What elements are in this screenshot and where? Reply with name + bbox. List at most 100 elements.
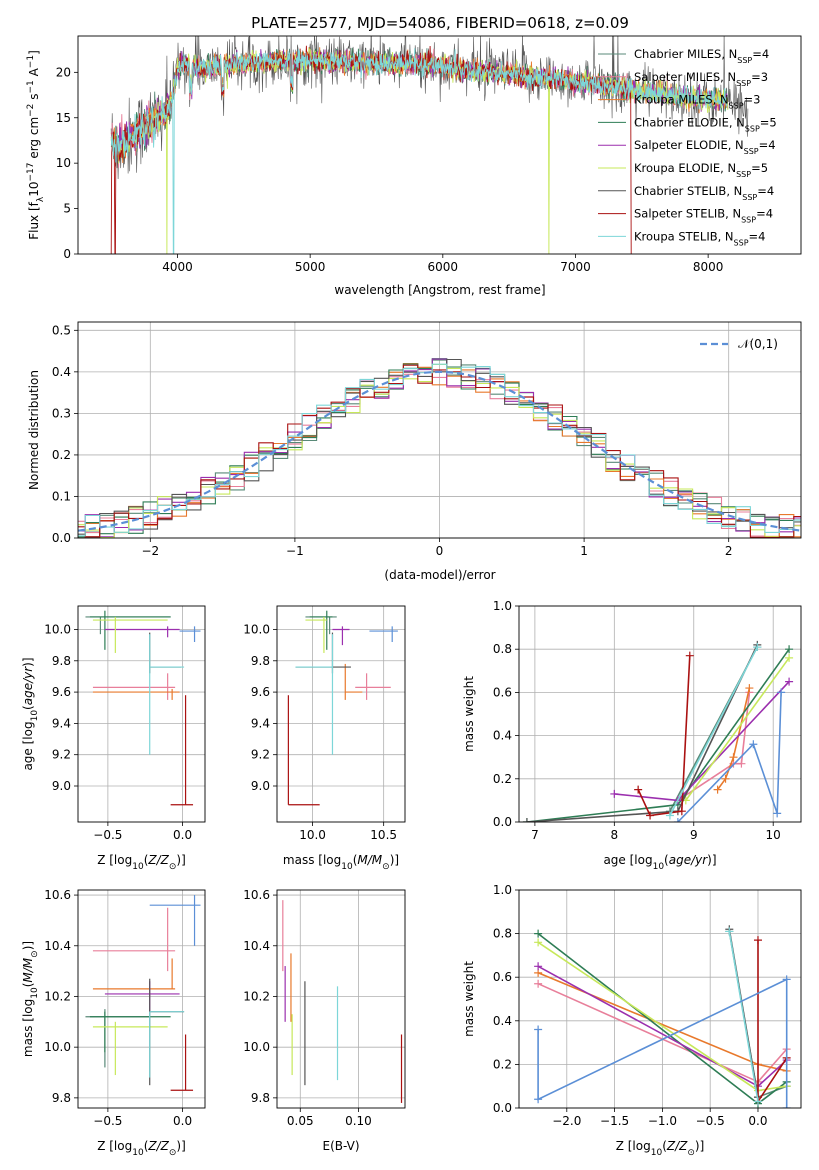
label-part: Z [log (616, 1139, 651, 1153)
series-marker (646, 811, 655, 820)
legend-label: Salpeter ELODIE, NSSP=4 (634, 138, 776, 156)
legend-sub: SSP (741, 215, 756, 224)
y-axis-label: Normed distribution (27, 370, 41, 490)
x-tick-label: 5000 (295, 260, 326, 274)
y-tick-label: 9.2 (52, 748, 71, 762)
plot-area (78, 358, 801, 538)
y-tick-label: 0 (63, 247, 71, 261)
x-tick-label: −1.0 (648, 1114, 677, 1128)
label-part: ⊙ (169, 1148, 177, 1158)
x-tick-label: 4000 (162, 260, 193, 274)
legend-name: Salpeter MILES, N (634, 70, 736, 84)
series-marker (753, 643, 762, 652)
label-part: ⊙ (687, 1148, 695, 1158)
hist-step-salpeter-elodie (78, 358, 801, 538)
y-tick-label: 10.6 (243, 888, 270, 902)
label-part: Z [log (97, 1139, 132, 1153)
legend-value: =5 (751, 161, 768, 175)
y-tick-label: 9.4 (52, 716, 71, 730)
x-axis-label: Z [log10(Z/Z⊙)] (616, 1139, 705, 1158)
hist-step-salpeter-miles (78, 371, 801, 538)
plot-area (534, 925, 791, 1108)
series-marker (685, 651, 694, 660)
label-part: −2 (26, 104, 36, 117)
legend-value: =4 (759, 138, 776, 152)
x-axis-label: Z [log10(Z/Z⊙)] (97, 853, 186, 872)
label-part: λ (36, 196, 46, 202)
y-tick-label: 0.8 (493, 927, 512, 941)
series-line (728, 931, 759, 1102)
x-tick-label: −0.5 (93, 828, 122, 842)
x-tick-label: 1 (580, 544, 588, 558)
series-marker (610, 789, 619, 798)
axes-frame (77, 605, 206, 823)
label-part: −1 (26, 80, 36, 93)
label-part: 10 (27, 182, 41, 197)
series-marker (534, 1095, 543, 1104)
series-marker (534, 1025, 543, 1034)
x-tick-label: 9 (690, 828, 698, 842)
series-marker (534, 938, 543, 947)
label-part: 10 (132, 1148, 144, 1158)
legend-label: Salpeter STELIB, NSSP=4 (634, 207, 773, 225)
series-marker (773, 809, 782, 818)
x-tick-label: −0.5 (93, 1114, 122, 1128)
y-tick-label: 10.4 (243, 939, 270, 953)
x-tick-label: −2.0 (552, 1114, 581, 1128)
y-tick-label: 10 (56, 156, 71, 170)
label-part: age [log (21, 721, 35, 770)
x-tick-label: 8000 (693, 260, 724, 274)
label-part: mass [log (21, 999, 35, 1057)
x-tick-label: −0.5 (696, 1114, 725, 1128)
y-tick-label: 10.0 (44, 622, 71, 636)
x-tick-label: 0.05 (287, 1114, 314, 1128)
series-marker (634, 785, 643, 794)
legend-sub: SSP (734, 238, 749, 247)
label-part: )] (21, 657, 35, 666)
label-part: ( (21, 983, 35, 988)
legend-value: =4 (752, 47, 769, 61)
y-tick-label: 9.8 (52, 1091, 71, 1105)
label-part: ( (144, 1139, 149, 1153)
label-part: 10 (341, 862, 353, 872)
mass-vs-metallicity-panel: −0.5 0.09.810.010.210.410.6Z [log10(Z/Z⊙)… (21, 888, 206, 1158)
label-part: E(B-V) (322, 1139, 359, 1153)
y-tick-label: 10.2 (243, 989, 270, 1003)
label-part: )] (390, 853, 399, 867)
legend-name: Salpeter ELODIE, N (634, 138, 744, 152)
spectrum-line-salpeter-stelib (110, 45, 632, 254)
y-tick-label: 5 (63, 202, 71, 216)
series-line (669, 646, 759, 816)
label-part: ⊙ (169, 862, 177, 872)
legend-sub: SSP (736, 170, 751, 179)
label-part: )] (176, 853, 185, 867)
label-part: erg cm (27, 117, 41, 163)
axes-frame (77, 321, 802, 539)
legend-name: Kroupa ELODIE, N (634, 161, 736, 175)
series-line (614, 681, 790, 802)
y-axis-label: Flux [fλ10−17 erg cm−2 s−1 A−1] (26, 50, 46, 240)
axes-frame (518, 889, 802, 1109)
series-marker (534, 929, 543, 938)
y-tick-label: 0.2 (493, 1057, 512, 1071)
label-part: Z/Z (666, 1139, 688, 1153)
hist-step-kroupa-stelib (78, 363, 801, 537)
legend-name: Chabrier MILES, N (634, 47, 737, 61)
legend-label: Kroupa MILES, NSSP=3 (634, 93, 760, 111)
y-tick-label: 0.0 (493, 815, 512, 829)
axes-frame (276, 889, 406, 1109)
y-tick-label: 9.6 (251, 685, 270, 699)
x-axis-label: mass [log10(M/M⊙)] (283, 853, 399, 872)
series-marker (782, 975, 791, 984)
label-part: Z/Z (147, 1139, 169, 1153)
series-marker (753, 1097, 762, 1106)
series-marker (534, 962, 543, 971)
label-part: 10 (30, 710, 40, 722)
legend-value: =3 (744, 93, 761, 107)
legend-value: =4 (749, 229, 766, 243)
legend-value: =5 (760, 115, 777, 129)
series-marker (713, 785, 722, 794)
legend-name: Kroupa MILES, N (634, 93, 729, 107)
legend-sub: SSP (742, 192, 757, 201)
label-part: ( (662, 1139, 667, 1153)
